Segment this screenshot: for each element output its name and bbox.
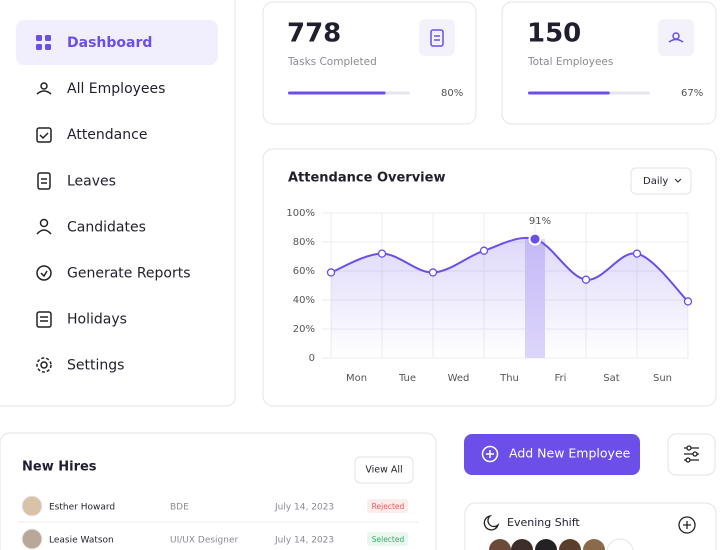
- progress-label: 80%: [441, 88, 463, 99]
- progress-label: 67%: [681, 88, 703, 99]
- nav-item[interactable]: Settings: [67, 358, 124, 374]
- point: [683, 297, 693, 306]
- nav-active-bg[interactable]: [16, 20, 218, 65]
- avatar: [21, 495, 43, 517]
- y-tick-label: 100%: [286, 208, 315, 219]
- x-tick-label: Sun: [653, 373, 672, 384]
- plus-icon: [486, 450, 494, 458]
- new-hires-card: [0, 432, 437, 550]
- add-employee-button[interactable]: [464, 434, 640, 475]
- y-tick-label: 40%: [293, 295, 315, 306]
- point: [377, 249, 387, 258]
- y-tick-label: 0: [309, 353, 315, 364]
- point: [428, 268, 438, 277]
- nav-item[interactable]: Generate Reports: [67, 266, 191, 282]
- x-tick-label: Tue: [398, 373, 416, 384]
- area: [331, 237, 688, 358]
- nav-item[interactable]: Holidays: [67, 312, 127, 328]
- x-tick-label: Fri: [555, 373, 567, 384]
- cell: Leasie Watson: [49, 536, 114, 546]
- filter-dropdown[interactable]: [630, 167, 692, 195]
- moon-icon: [483, 514, 500, 531]
- cell: UI/UX Designer: [170, 536, 238, 546]
- nav-item[interactable]: Candidates: [67, 219, 146, 235]
- y-tick-label: 60%: [293, 266, 315, 277]
- status: Rejected: [372, 502, 405, 511]
- filter-icon: [684, 445, 699, 463]
- x-tick-label: Thu: [499, 373, 519, 384]
- nav-item[interactable]: Attendance: [67, 127, 147, 143]
- avatar: [21, 528, 43, 550]
- plus-icon: [481, 445, 499, 463]
- view-all-label[interactable]: View All: [365, 465, 402, 476]
- stat-label: Total Employees: [527, 56, 613, 68]
- stat-icon-bg: [658, 19, 694, 56]
- stat-label: Tasks Completed: [287, 56, 377, 68]
- cell: Esther Howard: [49, 503, 115, 513]
- shift-title: Evening Shift: [507, 516, 580, 529]
- annotation: 91%: [529, 216, 551, 227]
- nav-item[interactable]: All Employees: [67, 81, 165, 97]
- status-pill: [367, 499, 408, 513]
- stat-number: 150: [527, 19, 581, 49]
- x-tick-label: Mon: [346, 373, 367, 384]
- nav-item[interactable]: Dashboard: [67, 35, 152, 51]
- nav-icons: [36, 82, 52, 373]
- nav-item[interactable]: Leaves: [67, 173, 116, 189]
- point: [581, 275, 591, 284]
- stat-number: 778: [287, 19, 341, 49]
- x-tick-label: Sat: [603, 373, 619, 384]
- stat-icon-bg: [419, 19, 455, 56]
- point: [632, 249, 642, 258]
- filter-label[interactable]: Daily: [643, 176, 668, 187]
- cell: July 14, 2023: [274, 503, 334, 513]
- add-icon: [683, 521, 691, 529]
- cell: BDE: [170, 503, 189, 513]
- progress-fill: [288, 91, 386, 95]
- dashboard-icon: [36, 35, 51, 50]
- chevron: [674, 178, 682, 183]
- point: [479, 246, 489, 255]
- sidebar: [0, 0, 236, 407]
- x-tick-label: Wed: [448, 373, 470, 384]
- add-employee-label[interactable]: Add New Employee: [509, 446, 631, 461]
- status-pill: [367, 532, 408, 546]
- cell: July 14, 2023: [274, 536, 334, 546]
- point: [326, 268, 336, 277]
- shift-card: [464, 502, 717, 550]
- add-icon[interactable]: [678, 516, 696, 534]
- view-all-button[interactable]: [354, 456, 414, 484]
- y-tick-label: 80%: [293, 237, 315, 248]
- chart-title: Attendance Overview: [288, 171, 445, 186]
- point: [528, 232, 542, 246]
- shift-avatars: [489, 538, 634, 550]
- progress-fill: [528, 91, 610, 95]
- status: Selected: [372, 535, 405, 544]
- y-tick-label: 20%: [293, 324, 315, 335]
- stat-icons: [430, 29, 684, 47]
- new-hires-title: New Hires: [22, 460, 97, 475]
